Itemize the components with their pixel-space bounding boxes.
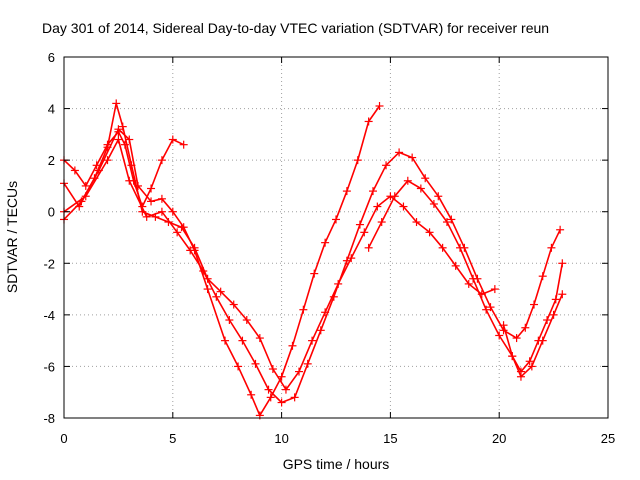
x-tick-label: 20: [492, 431, 506, 446]
chart-title: Day 301 of 2014, Sidereal Day-to-day VTE…: [42, 20, 549, 36]
x-axis-label: GPS time / hours: [283, 456, 390, 472]
x-tick-label: 15: [383, 431, 397, 446]
x-tick-label: 0: [60, 431, 67, 446]
y-tick-label: -8: [43, 411, 55, 426]
y-axis-label: SDTVAR / TECUs: [4, 181, 20, 293]
sdtvar-chart: Day 301 of 2014, Sidereal Day-to-day VTE…: [0, 0, 640, 480]
x-tick-label: 10: [274, 431, 288, 446]
y-tick-label: -2: [43, 256, 55, 271]
y-tick-label: -6: [43, 359, 55, 374]
y-tick-label: 0: [48, 205, 55, 220]
y-tick-label: 2: [48, 153, 55, 168]
chart-background: [0, 0, 640, 480]
y-tick-label: 6: [48, 50, 55, 65]
y-tick-label: -4: [43, 308, 55, 323]
x-tick-label: 25: [601, 431, 615, 446]
x-tick-label: 5: [169, 431, 176, 446]
y-tick-label: 4: [48, 102, 55, 117]
